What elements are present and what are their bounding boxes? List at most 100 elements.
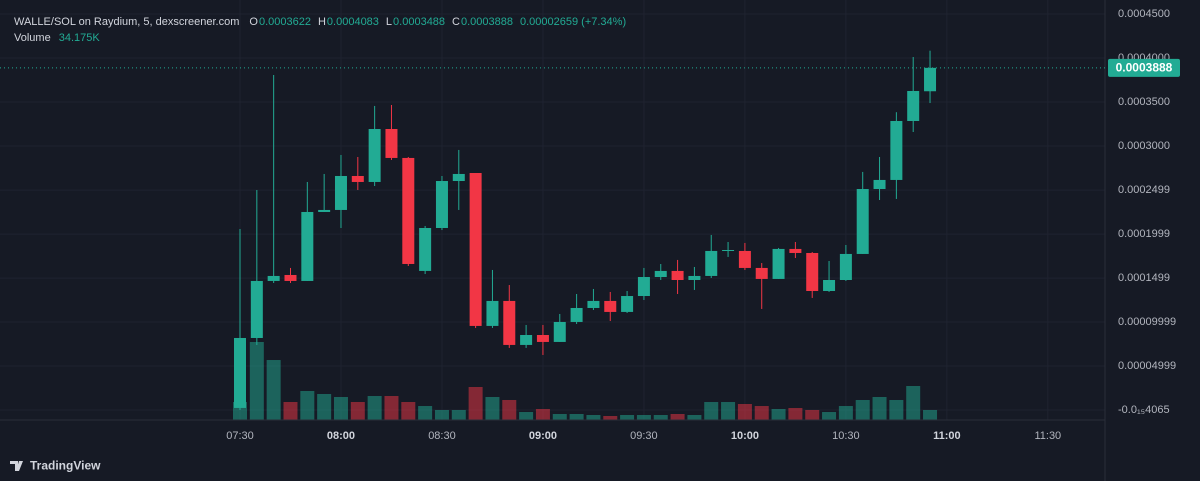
volume-layer xyxy=(233,341,938,420)
volume-bar xyxy=(586,414,601,420)
volume-bar xyxy=(670,414,685,420)
candle-body xyxy=(419,227,432,271)
ohlc-key: C xyxy=(452,16,460,28)
volume-bar xyxy=(822,412,837,420)
volume-bar xyxy=(805,409,820,420)
candle-body xyxy=(907,90,920,121)
volume-bar xyxy=(552,414,567,420)
volume-bar xyxy=(771,408,786,420)
volume-bar xyxy=(451,409,466,420)
x-tick-label: 07:30 xyxy=(226,430,254,442)
volume-bar xyxy=(754,406,769,420)
volume-bar xyxy=(418,406,433,420)
brand: TradingView xyxy=(10,459,101,473)
candle-body xyxy=(435,181,448,228)
candle-body xyxy=(604,300,617,312)
last-price-label: 0.0003888 xyxy=(1116,61,1173,75)
volume-bar xyxy=(485,397,500,420)
candle-body xyxy=(772,248,785,279)
volume-bar xyxy=(923,410,938,420)
price-change: 0.00002659 (+7.34%) xyxy=(520,16,626,28)
brand-name: TradingView xyxy=(30,459,101,473)
candle-body xyxy=(570,307,583,322)
volume-bar xyxy=(266,360,281,420)
candle-body xyxy=(705,250,718,276)
x-tick-label: 10:30 xyxy=(832,430,860,442)
ohlc-value: 0.0004083 xyxy=(327,16,379,28)
last-price-box xyxy=(1108,58,1180,77)
y-tick-label: 0.0004500 xyxy=(1118,8,1170,20)
volume-bar xyxy=(653,414,668,420)
ohlc-value: 0.0003622 xyxy=(259,16,311,28)
volume-bar xyxy=(535,408,550,420)
volume-bar xyxy=(434,409,449,420)
volume-bar xyxy=(300,391,315,420)
candle-body xyxy=(284,274,297,281)
volume-bar xyxy=(283,402,298,420)
candle-body xyxy=(924,67,937,92)
candle-body xyxy=(536,334,549,342)
candle-body xyxy=(301,211,314,281)
volume-bar xyxy=(906,385,921,420)
x-tick-label: 10:00 xyxy=(731,430,759,442)
volume-bar xyxy=(872,397,887,420)
volume-bar xyxy=(737,403,752,420)
y-tick-label: 0.0002499 xyxy=(1118,184,1170,196)
volume-bar xyxy=(367,396,382,420)
volume-bar xyxy=(721,402,736,420)
candle-body xyxy=(654,270,667,278)
candle-body xyxy=(334,175,347,210)
y-tick-label: 0.0001499 xyxy=(1118,272,1170,284)
candle-body xyxy=(890,120,903,180)
candle-body xyxy=(789,248,802,253)
x-tick-label: 08:00 xyxy=(327,430,355,442)
candle-body xyxy=(368,129,381,182)
candle-body xyxy=(402,157,415,264)
candle-body xyxy=(250,280,263,338)
candle-body xyxy=(755,267,768,279)
y-tick-label: 0.00009999 xyxy=(1118,316,1176,328)
candle-body xyxy=(806,252,819,291)
x-tick-label: 09:00 xyxy=(529,430,557,442)
candle-body xyxy=(671,270,684,280)
x-tick-label: 11:30 xyxy=(1034,430,1061,442)
ohlc-key: L xyxy=(386,16,392,28)
volume-bar xyxy=(384,396,399,420)
candle-body xyxy=(318,209,331,212)
volume-bar xyxy=(704,402,719,420)
candle-body xyxy=(267,275,280,281)
candle-body xyxy=(553,321,566,342)
candle-body xyxy=(839,253,852,280)
x-tick-label: 09:30 xyxy=(630,430,658,442)
candle-body xyxy=(385,129,398,158)
brand-logo xyxy=(10,461,23,471)
volume-bar xyxy=(468,386,483,420)
candle-body xyxy=(738,250,751,268)
candle-body xyxy=(469,172,482,326)
candle-body xyxy=(637,277,650,297)
symbol-title: WALLE/SOL on Raydium, 5, dexscreener.com xyxy=(14,16,239,28)
volume-bar xyxy=(855,399,870,420)
candle-body xyxy=(621,296,634,312)
volume-bar xyxy=(620,414,635,420)
ohlc-value: 0.0003488 xyxy=(393,16,445,28)
volume-bar xyxy=(502,399,517,420)
volume-bar xyxy=(317,393,332,420)
legend: WALLE/SOL on Raydium, 5, dexscreener.com… xyxy=(14,16,239,44)
y-tick-label: -0.0₁₅4065 xyxy=(1118,404,1170,416)
candle-body xyxy=(234,337,246,408)
volume-bar xyxy=(519,412,534,420)
candle-body xyxy=(856,189,869,254)
y-tick-label: 0.0001999 xyxy=(1118,228,1170,240)
y-tick-label: 0.00004999 xyxy=(1118,360,1176,372)
volume-bar xyxy=(838,406,853,420)
volume-bar xyxy=(687,414,702,420)
volume-bar xyxy=(889,399,904,420)
candle-body xyxy=(587,300,600,308)
y-tick-label: 0.0003000 xyxy=(1118,140,1170,152)
ohlc-value: 0.0003888 xyxy=(461,16,513,28)
volume-bar xyxy=(636,414,651,420)
